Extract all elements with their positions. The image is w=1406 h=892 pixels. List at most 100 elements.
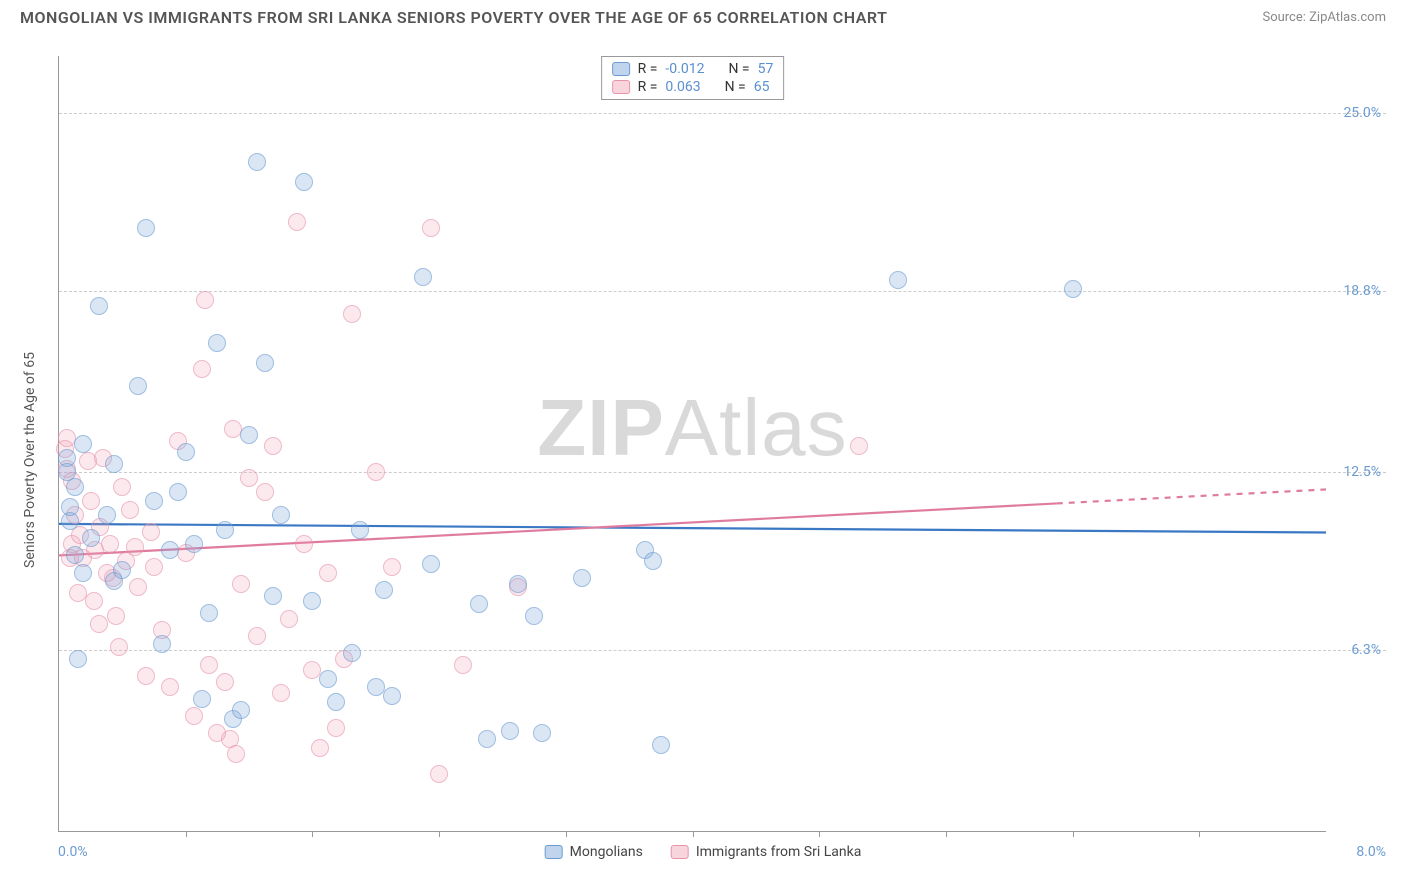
data-point <box>256 354 274 372</box>
corr-row-1: R = 0.063 N = 65 <box>612 78 774 96</box>
data-point <box>383 687 401 705</box>
data-point <box>288 213 306 231</box>
data-point <box>422 219 440 237</box>
data-point <box>280 610 298 628</box>
data-point <box>240 426 258 444</box>
x-tick <box>566 831 567 837</box>
gridline <box>59 291 1386 292</box>
y-tick-label: 12.5% <box>1343 464 1381 480</box>
data-point <box>90 615 108 633</box>
swatch-series-0 <box>612 62 630 76</box>
data-point <box>61 498 79 516</box>
data-point <box>232 575 250 593</box>
data-point <box>248 153 266 171</box>
data-point <box>90 297 108 315</box>
y-axis-label: Seniors Poverty Over the Age of 65 <box>22 352 38 568</box>
data-point <box>430 765 448 783</box>
data-point <box>327 719 345 737</box>
gridline <box>59 650 1386 651</box>
watermark-zip: ZIP <box>537 383 664 472</box>
data-point <box>295 535 313 553</box>
data-point <box>319 670 337 688</box>
data-point <box>216 521 234 539</box>
x-tick <box>693 831 694 837</box>
data-point <box>525 607 543 625</box>
data-point <box>113 478 131 496</box>
data-point <box>200 656 218 674</box>
data-point <box>227 745 245 763</box>
data-point <box>121 501 139 519</box>
data-point <box>533 724 551 742</box>
legend-swatch-0 <box>545 845 563 859</box>
corr-n-label-0: N = <box>728 61 749 77</box>
swatch-series-1 <box>612 80 630 94</box>
data-point <box>319 564 337 582</box>
y-tick-label: 25.0% <box>1343 105 1381 121</box>
data-point <box>303 592 321 610</box>
data-point <box>85 592 103 610</box>
data-point <box>137 219 155 237</box>
data-point <box>644 552 662 570</box>
x-tick <box>186 831 187 837</box>
x-tick <box>946 831 947 837</box>
data-point <box>573 569 591 587</box>
y-tick-label: 18.8% <box>1343 283 1381 299</box>
data-point <box>185 535 203 553</box>
data-point <box>327 693 345 711</box>
data-point <box>145 558 163 576</box>
data-point <box>101 535 119 553</box>
data-point <box>256 483 274 501</box>
data-point <box>311 739 329 757</box>
data-point <box>454 656 472 674</box>
data-point <box>105 455 123 473</box>
data-point <box>145 492 163 510</box>
data-point <box>153 635 171 653</box>
data-point <box>169 483 187 501</box>
data-point <box>470 595 488 613</box>
data-point <box>501 722 519 740</box>
x-tick <box>1073 831 1074 837</box>
data-point <box>414 268 432 286</box>
data-point <box>208 334 226 352</box>
gridline <box>59 113 1386 114</box>
data-point <box>264 587 282 605</box>
data-point <box>367 463 385 481</box>
data-point <box>351 521 369 539</box>
data-point <box>240 469 258 487</box>
data-point <box>216 673 234 691</box>
data-point <box>196 291 214 309</box>
data-point <box>652 736 670 754</box>
data-point <box>272 506 290 524</box>
corr-row-0: R = -0.012 N = 57 <box>612 60 774 78</box>
data-point <box>232 701 250 719</box>
x-tick <box>312 831 313 837</box>
corr-r-label-0: R = <box>638 61 658 77</box>
data-point <box>200 604 218 622</box>
data-point <box>107 607 125 625</box>
corr-r-value-0: -0.012 <box>665 61 704 77</box>
data-point <box>264 437 282 455</box>
data-point <box>478 730 496 748</box>
corr-n-label-1: N = <box>725 79 746 95</box>
data-point <box>161 678 179 696</box>
corr-r-label-1: R = <box>638 79 658 95</box>
corr-n-value-0: 57 <box>758 61 774 77</box>
watermark-atlas: Atlas <box>665 383 848 472</box>
data-point <box>126 538 144 556</box>
data-point <box>295 173 313 191</box>
chart-container: Seniors Poverty Over the Age of 65 ZIPAt… <box>20 38 1386 882</box>
gridline <box>59 472 1386 473</box>
x-axis-max-label: 8.0% <box>1356 844 1386 860</box>
data-point <box>82 529 100 547</box>
legend-label-0: Mongolians <box>570 844 643 860</box>
data-point <box>161 541 179 559</box>
legend-item-1: Immigrants from Sri Lanka <box>671 844 861 860</box>
data-point <box>422 555 440 573</box>
data-point <box>110 638 128 656</box>
watermark: ZIPAtlas <box>537 382 847 474</box>
data-point <box>177 443 195 461</box>
data-point <box>185 707 203 725</box>
plot-area: ZIPAtlas R = -0.012 N = 57 R = 0.063 N =… <box>58 56 1326 832</box>
correlation-legend: R = -0.012 N = 57 R = 0.063 N = 65 <box>601 56 785 100</box>
data-point <box>98 506 116 524</box>
